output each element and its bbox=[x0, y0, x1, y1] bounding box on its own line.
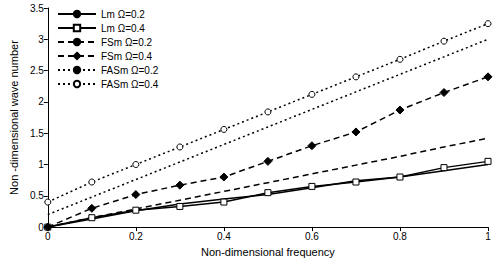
svg-text:FASm Ω=0.2: FASm Ω=0.2 bbox=[101, 65, 159, 76]
svg-text:2: 2 bbox=[38, 96, 44, 107]
svg-text:Lm Ω=0.4: Lm Ω=0.4 bbox=[101, 23, 145, 34]
svg-text:1: 1 bbox=[38, 159, 44, 170]
svg-text:FASm Ω=0.4: FASm Ω=0.4 bbox=[101, 79, 159, 90]
svg-text:Lm Ω=0.2: Lm Ω=0.2 bbox=[101, 9, 145, 20]
svg-text:FSm Ω=0.2: FSm Ω=0.2 bbox=[101, 37, 153, 48]
svg-text:Non-dimensional frequency: Non-dimensional frequency bbox=[201, 246, 335, 258]
svg-text:0.5: 0.5 bbox=[30, 190, 44, 201]
svg-text:0.2: 0.2 bbox=[129, 231, 143, 242]
svg-text:FSm Ω=0.4: FSm Ω=0.4 bbox=[101, 51, 153, 62]
svg-text:0: 0 bbox=[38, 221, 44, 233]
svg-text:1: 1 bbox=[485, 231, 491, 242]
svg-text:0: 0 bbox=[45, 231, 51, 242]
svg-text:Non -dimensional wave number: Non -dimensional wave number bbox=[8, 40, 20, 195]
svg-text:3: 3 bbox=[38, 34, 44, 45]
svg-text:2.5: 2.5 bbox=[30, 65, 44, 76]
svg-text:1.5: 1.5 bbox=[30, 128, 44, 139]
svg-text:0.4: 0.4 bbox=[217, 231, 231, 242]
svg-text:0.8: 0.8 bbox=[393, 231, 407, 242]
svg-text:3.5: 3.5 bbox=[30, 3, 44, 14]
svg-text:0.6: 0.6 bbox=[305, 231, 319, 242]
